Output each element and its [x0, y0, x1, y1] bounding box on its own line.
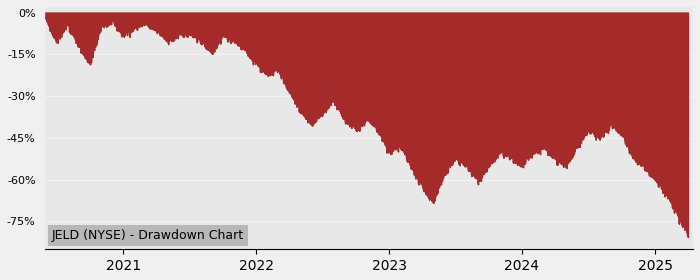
Text: JELD (NYSE) - Drawdown Chart: JELD (NYSE) - Drawdown Chart: [52, 229, 244, 242]
